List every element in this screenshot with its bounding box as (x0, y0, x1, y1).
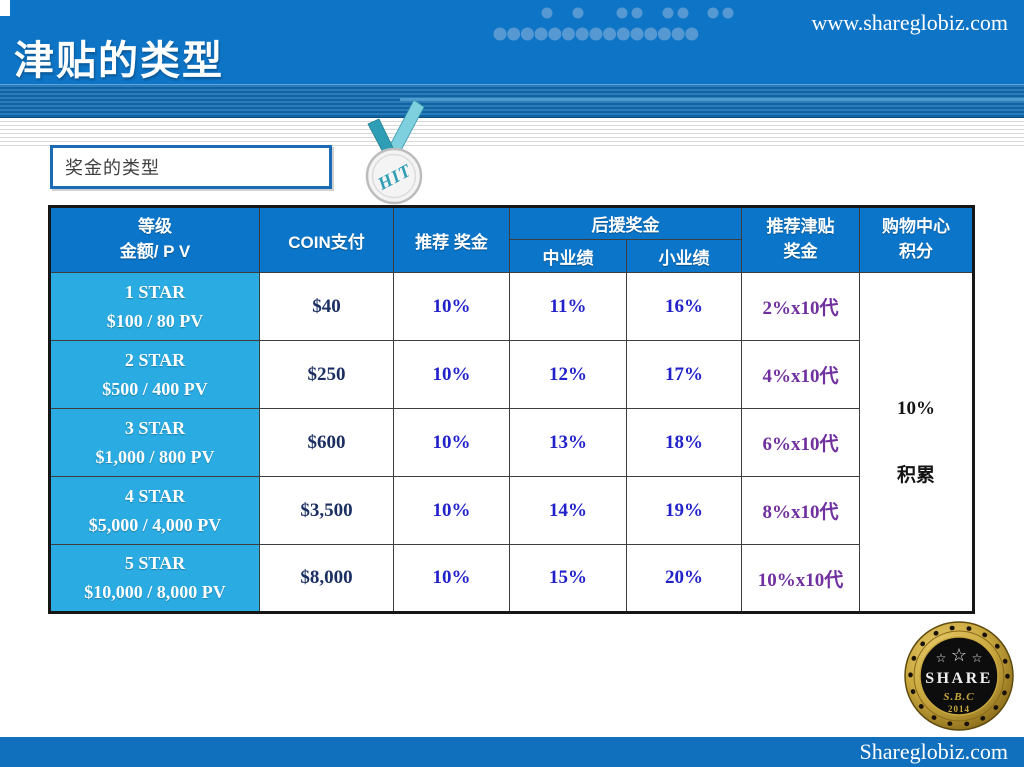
footer-site-name: Shareglobiz.com (859, 739, 1008, 764)
table-header: 等级 金额/ P V COIN支付 推荐 奖金 后援奖金 推荐津贴 奖金 购物中… (49, 206, 974, 273)
header-band: 津贴的类型 www.shareglobiz.com (0, 0, 1024, 84)
level-name: 1 STAR (124, 281, 186, 302)
coin-value: $3,500 (259, 476, 394, 545)
stripe-highlight (400, 98, 1024, 101)
header-mall: 购物中心 积分 (859, 206, 974, 273)
header-allowance: 推荐津贴 奖金 (741, 206, 860, 273)
level-cell: 1 STAR $100 / 80 PV (49, 272, 260, 341)
header-allowance-line1: 推荐津贴 (766, 217, 835, 237)
coin-value: $600 (259, 408, 394, 477)
small-value: 18% (626, 408, 742, 477)
footer-bar: Shareglobiz.com (0, 737, 1024, 767)
logo-year: 2014 (948, 704, 970, 714)
website-url: www.shareglobiz.com (811, 10, 1008, 35)
table-row: 5 STAR $10,000 / 8,000 PV $8,000 10% 15%… (49, 544, 974, 613)
small-value: 19% (626, 476, 742, 545)
hit-medal-icon: HIT (365, 99, 425, 205)
allowance-value: 8%x10代 (741, 476, 860, 545)
header-mid: 中业绩 (509, 239, 627, 273)
level-amount: $100 / 80 PV (106, 310, 204, 331)
mall-note: 积累 (896, 464, 935, 486)
table-row: 3 STAR $1,000 / 800 PV $600 10% 13% 18% … (49, 408, 974, 477)
mid-value: 14% (509, 476, 627, 545)
header-mall-line2: 积分 (899, 242, 933, 261)
header-allowance-line2: 奖金 (783, 242, 818, 261)
dots-decoration-icon (493, 7, 734, 41)
coin-value: $250 (259, 340, 394, 409)
small-value: 20% (626, 544, 742, 613)
level-amount: $10,000 / 8,000 PV (84, 582, 226, 602)
header-level-line1: 等级 (138, 217, 172, 237)
callout-label: 奖金的类型 (65, 158, 160, 178)
small-value: 16% (626, 272, 742, 341)
header-small: 小业绩 (626, 239, 742, 273)
header-backup: 后援奖金 (509, 206, 742, 240)
logo-star-center: ☆ (951, 645, 967, 665)
table-row: 2 STAR $500 / 400 PV $250 10% 12% 17% 4%… (49, 340, 974, 409)
level-name: 5 STAR (124, 553, 186, 574)
mid-value: 15% (509, 544, 627, 613)
coin-value: $8,000 (259, 544, 394, 613)
mall-merged-cell: 10% 积累 (859, 272, 974, 613)
level-amount: $5,000 / 4,000 PV (88, 514, 222, 535)
allowance-value: 6%x10代 (741, 408, 860, 477)
mid-value: 11% (509, 272, 627, 341)
mid-value: 12% (509, 340, 627, 409)
bonus-type-callout: 奖金的类型 (50, 145, 332, 189)
mid-value: 13% (509, 408, 627, 477)
level-cell: 3 STAR $1,000 / 800 PV (49, 408, 260, 477)
logo-brand: SHARE (925, 670, 993, 687)
logo-org: S.B.C (943, 691, 974, 703)
logo-star-right: ☆ (972, 651, 983, 665)
level-amount: $500 / 400 PV (102, 378, 208, 399)
referral-value: 10% (393, 272, 510, 341)
share-coin-logo-icon: ☆ ☆ ☆ SHARE S.B.C 2014 (904, 621, 1014, 731)
bonus-table: 等级 金额/ P V COIN支付 推荐 奖金 后援奖金 推荐津贴 奖金 购物中… (48, 205, 975, 614)
small-value: 17% (626, 340, 742, 409)
header-referral: 推荐 奖金 (393, 206, 510, 273)
referral-value: 10% (393, 544, 510, 613)
level-cell: 5 STAR $10,000 / 8,000 PV (49, 544, 260, 613)
header-coin: COIN支付 (259, 206, 394, 273)
level-name: 3 STAR (124, 417, 186, 438)
level-cell: 2 STAR $500 / 400 PV (49, 340, 260, 409)
table-row: 4 STAR $5,000 / 4,000 PV $3,500 10% 14% … (49, 476, 974, 545)
dark-stripe-band (0, 84, 1024, 119)
mall-value: 10% (897, 397, 935, 419)
coin-value: $40 (259, 272, 394, 341)
level-name: 4 STAR (124, 485, 186, 506)
logo-star-left: ☆ (936, 651, 947, 665)
referral-value: 10% (393, 408, 510, 477)
corner-notch (0, 0, 10, 16)
referral-value: 10% (393, 476, 510, 545)
allowance-value: 4%x10代 (741, 340, 860, 409)
allowance-value: 2%x10代 (741, 272, 860, 341)
level-amount: $1,000 / 800 PV (95, 446, 215, 467)
header-mall-line1: 购物中心 (882, 217, 950, 237)
header-level-line2: 金额/ P V (119, 242, 191, 261)
referral-value: 10% (393, 340, 510, 409)
allowance-value: 10%x10代 (741, 544, 860, 613)
level-name: 2 STAR (124, 349, 186, 370)
light-stripe-band (0, 118, 1024, 148)
header-level: 等级 金额/ P V (49, 206, 260, 273)
level-cell: 4 STAR $5,000 / 4,000 PV (49, 476, 260, 545)
table-row: 1 STAR $100 / 80 PV $40 10% 11% 16% 2%x1… (49, 272, 974, 613)
page-title: 津贴的类型 (14, 39, 224, 83)
